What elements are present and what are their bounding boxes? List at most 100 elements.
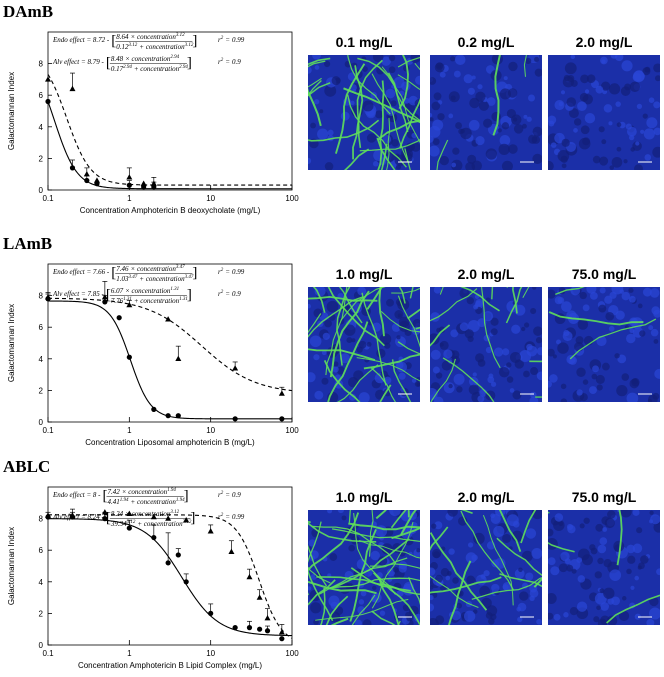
cell bbox=[391, 139, 399, 147]
x-tick-label: 10 bbox=[206, 649, 215, 658]
equation-part: r bbox=[218, 491, 221, 499]
hypha bbox=[398, 287, 406, 304]
hypha bbox=[308, 522, 377, 543]
cell bbox=[599, 588, 605, 594]
data-point bbox=[102, 516, 108, 522]
cell bbox=[580, 125, 590, 135]
cell bbox=[607, 510, 616, 519]
plot-frame bbox=[47, 263, 293, 423]
bracket: [ bbox=[106, 510, 111, 526]
cell bbox=[626, 568, 632, 575]
hypha bbox=[329, 290, 370, 378]
cell bbox=[449, 56, 456, 62]
cell bbox=[491, 111, 501, 122]
cell bbox=[432, 366, 440, 374]
r-squared: r2 = 0.9 bbox=[218, 58, 241, 66]
equation-part: + concentration bbox=[137, 520, 183, 528]
cell bbox=[386, 568, 396, 577]
image-label: 1.0 mg/L bbox=[336, 489, 393, 505]
hypha bbox=[308, 569, 334, 622]
hypha bbox=[323, 360, 361, 402]
cell bbox=[554, 296, 563, 305]
cell bbox=[582, 379, 589, 385]
plot-frame bbox=[47, 31, 293, 191]
equation-part: 8.24 bbox=[111, 510, 124, 518]
data-point bbox=[83, 171, 90, 177]
cell bbox=[625, 123, 632, 130]
data-point bbox=[183, 579, 189, 585]
bracket: [ bbox=[103, 488, 108, 504]
cell bbox=[317, 128, 329, 140]
cell bbox=[324, 319, 332, 328]
equation-denominator: 0.123.12 + concentration3.12 bbox=[116, 43, 194, 51]
equation-part: 0.9 bbox=[232, 290, 241, 298]
equation-part: Alv effect bbox=[52, 513, 80, 521]
cell bbox=[583, 517, 590, 524]
cell bbox=[341, 515, 347, 521]
cell bbox=[513, 124, 524, 134]
cell bbox=[550, 142, 557, 148]
cell bbox=[569, 607, 578, 616]
cell bbox=[490, 317, 499, 326]
cell bbox=[451, 159, 463, 170]
cell bbox=[629, 81, 641, 93]
cell bbox=[456, 386, 463, 393]
cell bbox=[560, 398, 567, 402]
cell bbox=[562, 76, 574, 88]
cell bbox=[654, 75, 660, 82]
equation-part: - bbox=[98, 491, 101, 499]
cell bbox=[327, 129, 334, 136]
cell bbox=[430, 387, 438, 400]
cell bbox=[632, 543, 643, 554]
cell bbox=[560, 90, 566, 95]
cell bbox=[485, 390, 496, 401]
y-tick-label: 4 bbox=[39, 355, 44, 364]
cell bbox=[508, 144, 518, 154]
cell bbox=[573, 128, 578, 133]
equation-part: r bbox=[218, 513, 221, 521]
hypha bbox=[308, 77, 322, 88]
hypha bbox=[471, 576, 542, 600]
cell bbox=[445, 575, 451, 581]
hypha bbox=[308, 60, 326, 68]
hypha bbox=[520, 510, 537, 544]
cell bbox=[596, 384, 603, 391]
hypha bbox=[377, 119, 420, 141]
cell bbox=[491, 559, 500, 568]
cell bbox=[497, 128, 502, 133]
cell bbox=[548, 348, 555, 357]
cell bbox=[631, 378, 638, 385]
hypha bbox=[380, 143, 388, 170]
hypha bbox=[308, 566, 331, 584]
equation-part: × concentration bbox=[125, 55, 171, 63]
cell bbox=[459, 322, 469, 332]
equation-part: - bbox=[107, 268, 110, 276]
cell bbox=[642, 113, 648, 119]
cell bbox=[558, 521, 564, 527]
equation-part: 2 bbox=[221, 513, 224, 518]
data-point bbox=[264, 614, 271, 621]
cell bbox=[493, 347, 504, 357]
equation-denominator: 7.761.31 + concentration1.31 bbox=[111, 297, 188, 305]
cell bbox=[548, 380, 552, 388]
cell bbox=[568, 356, 577, 365]
equation-part: = bbox=[225, 491, 230, 499]
hypha bbox=[327, 321, 369, 402]
cell bbox=[577, 575, 586, 583]
hypha bbox=[350, 567, 420, 595]
equation-part: 1.94 bbox=[167, 488, 176, 493]
cell bbox=[370, 595, 378, 603]
cell bbox=[526, 116, 532, 122]
cell bbox=[398, 561, 408, 570]
cell bbox=[346, 337, 353, 344]
hypha bbox=[400, 510, 417, 536]
cell bbox=[530, 391, 537, 399]
hypha bbox=[308, 348, 376, 361]
cell bbox=[602, 527, 608, 532]
equation-part: 8.64 bbox=[116, 33, 129, 41]
cell bbox=[405, 146, 413, 153]
cell bbox=[650, 328, 659, 337]
cell bbox=[638, 562, 645, 570]
cell bbox=[528, 94, 536, 102]
cell bbox=[308, 303, 311, 309]
